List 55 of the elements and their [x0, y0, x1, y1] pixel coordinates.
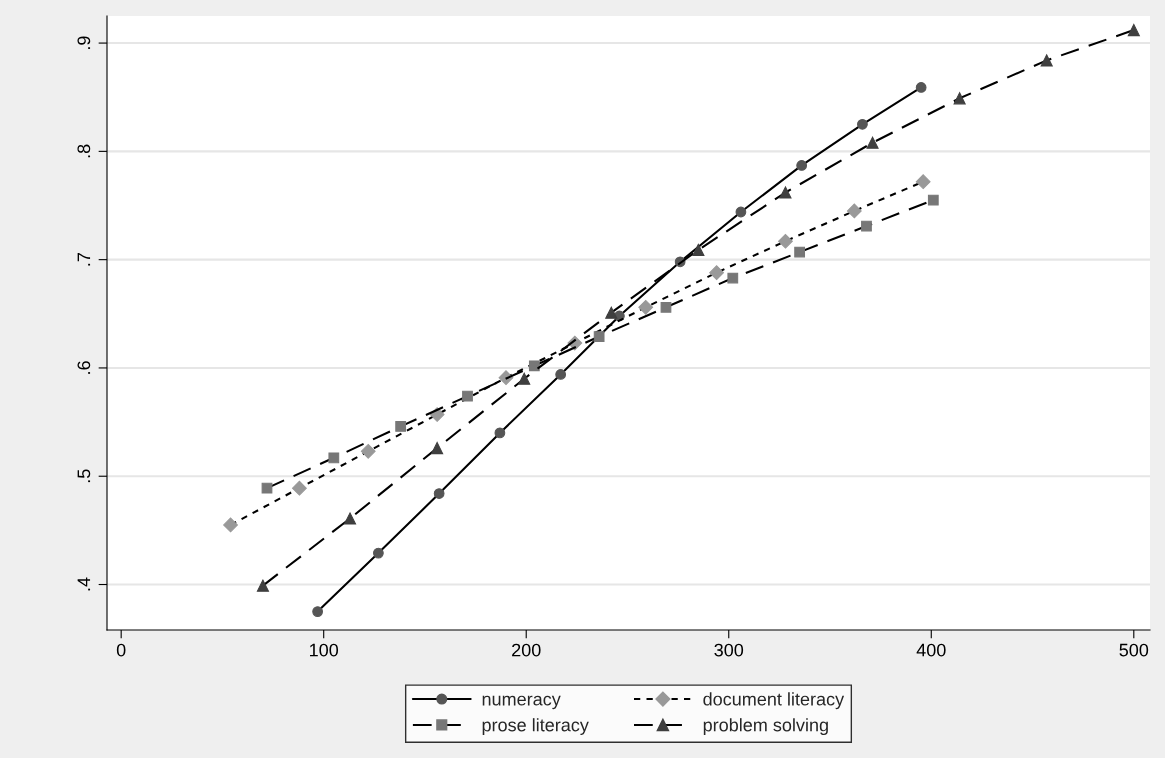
point: [660, 301, 672, 313]
point: [605, 306, 618, 319]
point: [312, 606, 324, 617]
x-tick-label: 400: [916, 643, 946, 657]
x-tick-label: 500: [1119, 643, 1149, 657]
point: [261, 482, 273, 494]
point: [518, 372, 531, 385]
point: [915, 174, 931, 190]
point: [857, 118, 868, 130]
y-tick-label: .8: [77, 144, 91, 158]
y-tick-label: .4: [77, 577, 91, 591]
point: [796, 160, 808, 171]
legend-label: document literacy: [703, 692, 845, 710]
point: [431, 442, 444, 455]
point: [927, 194, 939, 206]
x-tick-label: 100: [310, 643, 339, 657]
point: [1040, 54, 1053, 67]
point: [593, 331, 605, 342]
point: [223, 517, 238, 533]
y-tick-label: .7: [77, 253, 91, 266]
point: [256, 579, 270, 592]
point: [692, 243, 705, 256]
legend-label: problem solving: [703, 718, 828, 735]
point: [343, 512, 357, 525]
legend-label: prose literacy: [482, 718, 589, 735]
point: [778, 233, 793, 249]
point: [953, 92, 966, 105]
x-tick-label: 200: [512, 643, 541, 657]
point: [779, 186, 792, 199]
y-tick-label: .6: [77, 361, 91, 374]
point: [846, 203, 862, 219]
point: [462, 390, 473, 402]
point: [373, 547, 384, 559]
x-tick-label: 0: [116, 643, 126, 657]
point: [727, 272, 739, 284]
y-tick-label: .5: [77, 469, 91, 483]
point: [638, 299, 654, 315]
point: [915, 82, 927, 93]
y-tick-label: .9: [77, 36, 91, 49]
point: [395, 421, 407, 432]
point: [794, 246, 806, 258]
point: [709, 265, 724, 281]
point: [292, 480, 307, 496]
point: [494, 427, 506, 439]
point: [1127, 24, 1140, 37]
x-tick-label: 300: [714, 643, 744, 657]
point: [528, 360, 540, 372]
point: [328, 452, 340, 464]
point: [735, 206, 747, 218]
point: [555, 369, 567, 380]
legend-label: numeracy: [482, 695, 561, 710]
point: [433, 488, 445, 499]
point: [866, 136, 879, 149]
point: [360, 443, 376, 459]
point: [861, 220, 872, 232]
